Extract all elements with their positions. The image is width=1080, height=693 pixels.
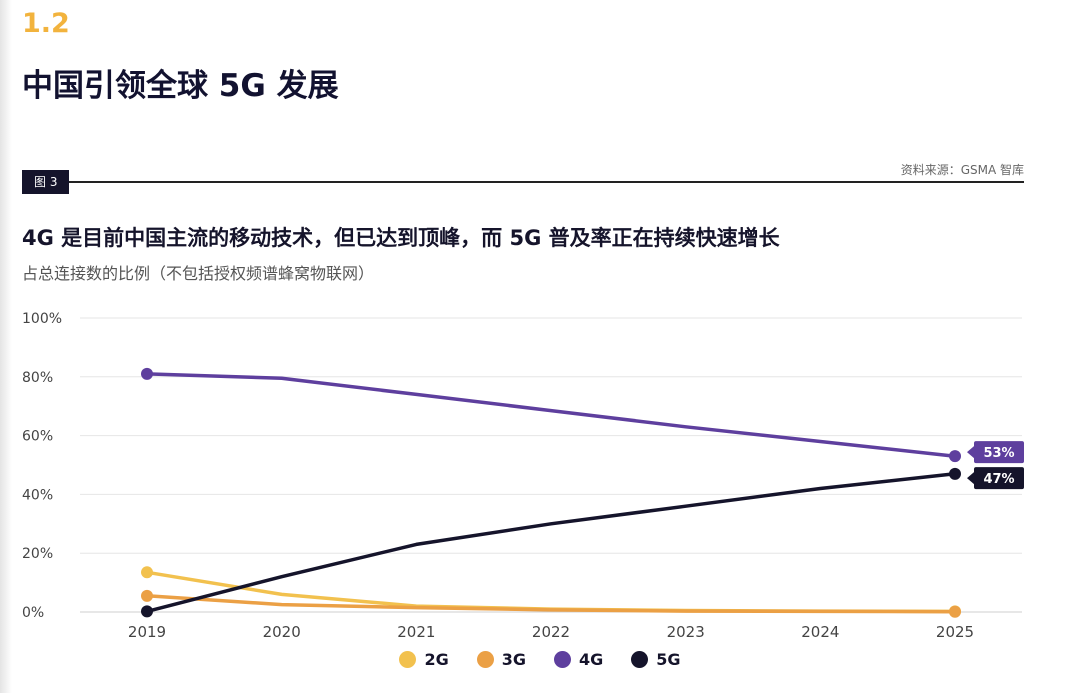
y-tick-label: 40%: [22, 487, 53, 503]
legend-label: 3G: [501, 650, 526, 669]
legend-item-3g: 3G: [476, 650, 526, 669]
end-label-5g: 47%: [983, 472, 1014, 487]
legend-label: 5G: [656, 650, 681, 669]
end-label-pointer: [967, 446, 974, 459]
y-tick-label: 0%: [22, 605, 44, 621]
x-tick-label: 2023: [667, 623, 705, 641]
page-edge-shade: [0, 0, 12, 693]
legend-item-4g: 4G: [554, 650, 603, 669]
y-tick-label: 100%: [22, 311, 62, 327]
x-tick-label: 2025: [936, 623, 974, 641]
end-label-pointer: [967, 472, 974, 485]
y-tick-label: 80%: [22, 370, 53, 386]
figure-rule: [22, 181, 1024, 183]
series-line-4g: [145, 372, 957, 458]
marker-3g-end: [949, 605, 961, 618]
x-tick-label: 2020: [263, 623, 301, 641]
y-tick-label: 60%: [22, 429, 53, 445]
y-tick-label: 20%: [22, 546, 53, 562]
x-tick-label: 2022: [532, 623, 570, 641]
legend-item-2g: 2G: [399, 650, 449, 669]
section-number: 1.2: [22, 8, 70, 39]
x-tick-label: 2024: [801, 623, 839, 641]
x-tick-label: 2019: [128, 623, 166, 641]
legend-label: 2G: [424, 650, 449, 669]
end-label-box-4g: [974, 441, 1024, 464]
chart-subtitle: 占总连接数的比例（不包括授权频谱蜂窝物联网）: [22, 264, 375, 283]
legend-swatch: [554, 651, 571, 668]
end-label-4g: 53%: [983, 446, 1014, 461]
marker-5g-start: [141, 605, 153, 618]
legend-swatch: [399, 651, 417, 668]
marker-2g-start: [141, 566, 153, 579]
page-title: 中国引领全球 5G 发展: [22, 68, 339, 104]
series-line-5g: [145, 472, 957, 614]
marker-4g-end: [949, 450, 961, 463]
chart-title: 4G 是目前中国主流的移动技术，但已达到顶峰，而 5G 普及率正在持续快速增长: [22, 226, 780, 250]
legend-label: 4G: [579, 650, 604, 669]
legend-swatch: [476, 651, 494, 668]
series-line-2g: [145, 570, 957, 614]
legend-swatch: [631, 651, 649, 668]
marker-4g-start: [141, 367, 153, 380]
figure-label: 图 3: [22, 170, 70, 194]
legend-item-5g: 5G: [631, 650, 681, 669]
series-line-3g: [145, 594, 957, 614]
x-tick-label: 2021: [397, 623, 435, 641]
source-note: 资料来源：GSMA 智库: [900, 163, 1024, 177]
marker-5g-end: [949, 467, 961, 480]
chart-legend: 2G 3G 4G 5G: [0, 650, 1080, 669]
end-label-box-5g: [974, 467, 1024, 490]
marker-3g-start: [141, 589, 153, 602]
